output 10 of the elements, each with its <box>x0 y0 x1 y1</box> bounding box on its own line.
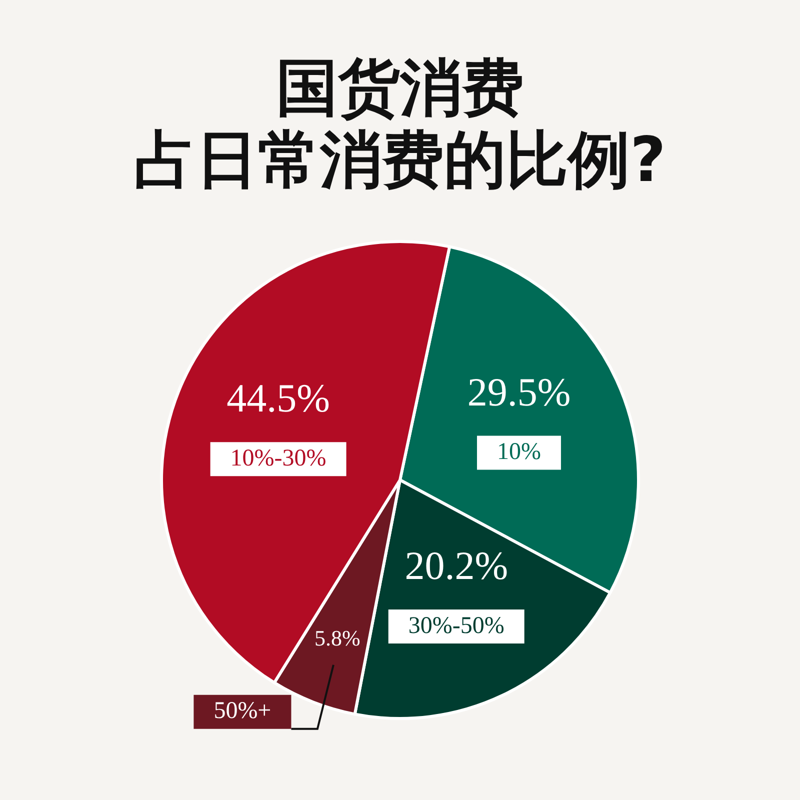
chart-subtitle: 占日常消费的比例? <box>134 123 666 196</box>
slice-label: 10%-30% <box>230 445 326 472</box>
data-label: 44.5% <box>226 376 330 421</box>
data-label: 29.5% <box>467 369 571 414</box>
data-label: 5.8% <box>314 626 360 651</box>
slice-label: 30%-50% <box>408 612 504 639</box>
slice-label: 10% <box>496 439 541 466</box>
data-label: 20.2% <box>404 542 508 588</box>
slice-label: 50%+ <box>214 698 272 724</box>
chart-title: 国货消费 <box>276 51 524 124</box>
